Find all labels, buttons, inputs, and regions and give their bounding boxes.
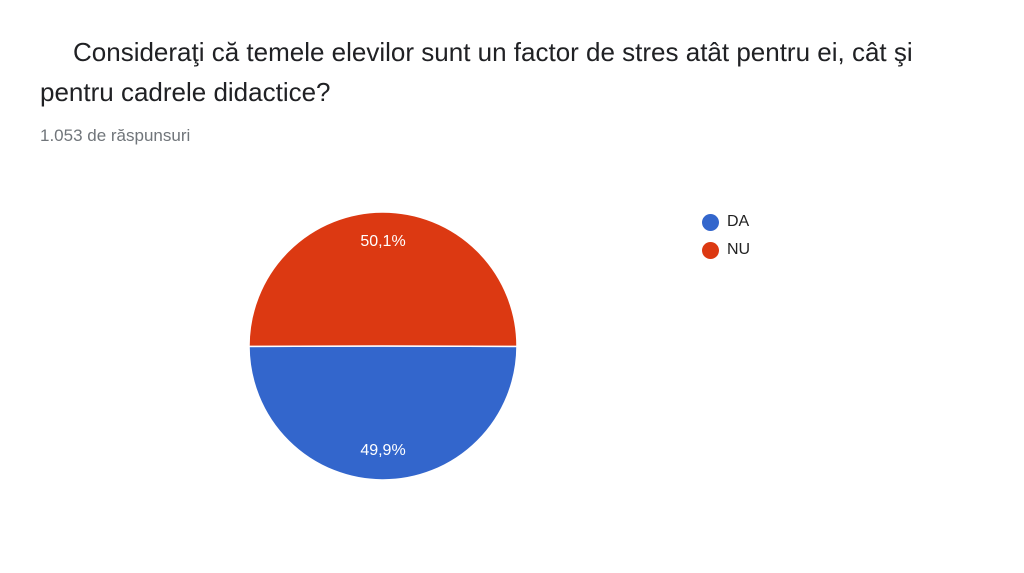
pie-slices [248, 211, 518, 481]
slice-label-da: 49,9% [360, 442, 405, 459]
response-count: 1.053 de răspunsuri [40, 126, 191, 145]
question-title: Consideraţi că temele elevilor sunt un f… [40, 37, 913, 107]
legend-label-da: DA [727, 213, 750, 230]
pie-labels: 49,9% 50,1% [360, 233, 405, 459]
pie-slice-da [248, 345, 518, 481]
legend-item-da: DA [702, 208, 750, 236]
pie-slice-nu [248, 211, 518, 348]
slice-label-nu: 50,1% [360, 233, 405, 250]
legend-swatch-nu [702, 241, 719, 259]
legend-swatch-da [702, 213, 719, 231]
legend-item-nu: NU [702, 236, 750, 264]
legend-label-nu: NU [727, 241, 751, 258]
chart-legend: DA NU [702, 208, 750, 264]
